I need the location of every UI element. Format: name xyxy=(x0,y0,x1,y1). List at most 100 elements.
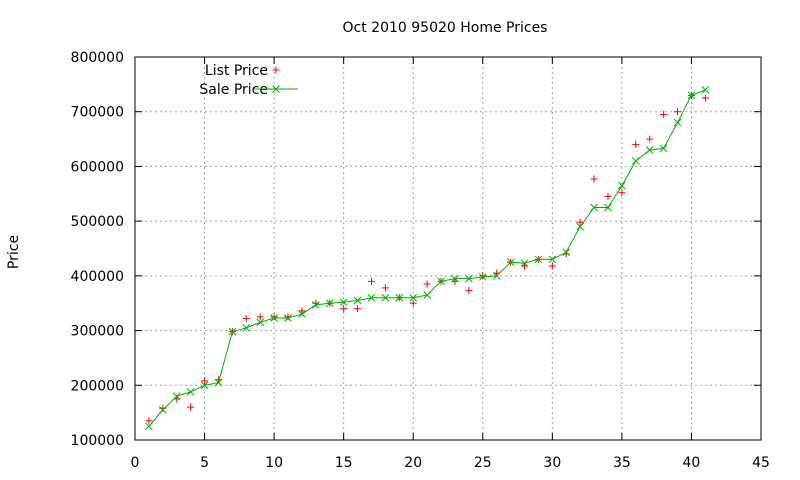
x-tick-label: 0 xyxy=(131,455,140,471)
data-point-sale-price xyxy=(158,406,167,414)
data-point-list-price xyxy=(409,299,417,307)
data-point-list-price xyxy=(646,135,654,143)
data-point-list-price xyxy=(674,108,682,116)
x-tick-label: 40 xyxy=(683,455,701,471)
data-point-sale-price xyxy=(604,203,612,212)
data-point-list-price xyxy=(298,307,306,315)
data-point-list-price xyxy=(576,218,584,226)
data-point-list-price xyxy=(340,305,348,313)
axis-ticks: 0 5 10 15 20 25 30 35 40 45 100000 200000 300000 4000… xyxy=(71,50,770,471)
data-point-sale-price xyxy=(200,381,209,390)
data-point-list-price xyxy=(479,272,487,280)
data-point-sale-price xyxy=(256,318,265,327)
legend-label-sale-price: Sale Price xyxy=(199,82,268,98)
data-point-list-price xyxy=(618,189,626,197)
chart-title: Oct 2010 95020 Home Prices xyxy=(343,20,548,36)
data-point-sale-price xyxy=(311,301,320,309)
x-tick-label: 5 xyxy=(200,455,209,471)
data-point-sale-price xyxy=(339,298,348,306)
data-point-list-price xyxy=(312,299,320,307)
x-tick-label: 35 xyxy=(613,455,631,471)
data-point-sale-price xyxy=(590,203,598,212)
data-point-sale-price xyxy=(645,146,654,154)
series-layer xyxy=(145,85,710,431)
data-point-sale-price xyxy=(701,85,710,94)
data-point-sale-price xyxy=(548,255,557,264)
data-point-list-price xyxy=(548,262,556,270)
legend-label-list-price: List Price xyxy=(205,63,268,79)
data-point-sale-price xyxy=(145,422,153,431)
data-point-sale-price xyxy=(659,144,668,153)
x-tick-label: 20 xyxy=(404,455,422,471)
data-point-list-price xyxy=(187,403,195,411)
legend: List Price Sale Price xyxy=(199,63,298,98)
data-point-sale-price xyxy=(520,259,529,268)
data-point-sale-price xyxy=(534,255,543,264)
data-point-sale-price xyxy=(172,392,181,401)
legend-symbol-list-price xyxy=(272,66,280,74)
data-point-sale-price xyxy=(673,118,682,127)
data-point-sale-price xyxy=(492,272,501,280)
data-point-sale-price xyxy=(576,222,585,231)
data-point-list-price xyxy=(367,277,375,285)
legend-marker-sale-price xyxy=(272,85,280,93)
data-point-list-price xyxy=(604,193,612,201)
data-point-sale-price xyxy=(186,387,195,396)
data-point-sale-price xyxy=(562,248,571,257)
x-tick-label: 45 xyxy=(752,455,770,471)
y-tick-label: 300000 xyxy=(71,324,124,340)
data-point-list-price xyxy=(590,175,598,183)
data-point-sale-price xyxy=(228,327,237,336)
plot-frame xyxy=(134,56,762,441)
data-point-sale-price xyxy=(465,274,473,283)
data-point-list-price xyxy=(632,141,640,149)
data-point-sale-price xyxy=(506,258,515,267)
x-tick-label: 10 xyxy=(265,455,283,471)
data-point-list-price xyxy=(423,280,431,288)
data-point-list-price xyxy=(159,404,167,412)
x-tick-label: 30 xyxy=(543,455,561,471)
y-tick-label: 200000 xyxy=(71,378,124,394)
data-point-sale-price xyxy=(395,293,404,302)
data-point-sale-price xyxy=(631,157,640,165)
data-point-sale-price xyxy=(409,293,418,302)
data-point-list-price xyxy=(465,287,473,295)
y-tick-label: 700000 xyxy=(71,105,124,121)
data-point-sale-price xyxy=(451,274,459,283)
y-tick-label: 400000 xyxy=(71,269,124,285)
data-point-sale-price xyxy=(284,314,292,322)
data-point-sale-price xyxy=(437,277,445,286)
data-point-sale-price xyxy=(381,293,390,302)
data-point-sale-price xyxy=(423,291,431,299)
data-point-list-price xyxy=(145,417,153,425)
data-point-list-price xyxy=(270,313,278,321)
data-point-sale-price xyxy=(353,296,362,305)
grid xyxy=(135,57,761,440)
y-tick-label: 500000 xyxy=(71,214,124,230)
data-point-sale-price xyxy=(687,91,696,100)
data-point-list-price xyxy=(354,305,362,313)
x-tick-label: 25 xyxy=(474,455,492,471)
y-tick-label: 100000 xyxy=(71,433,124,449)
x-tick-label: 15 xyxy=(335,455,353,471)
legend-marker-list-price xyxy=(272,66,280,74)
data-point-sale-price xyxy=(478,273,487,281)
data-point-sale-price xyxy=(325,299,334,308)
data-point-sale-price xyxy=(367,293,376,302)
data-point-sale-price xyxy=(270,314,278,322)
data-point-list-price xyxy=(256,313,264,321)
data-point-sale-price xyxy=(214,378,223,387)
y-tick-label: 800000 xyxy=(71,50,124,66)
legend-symbol-sale-price xyxy=(254,85,298,93)
data-point-list-price xyxy=(381,284,389,292)
data-point-list-price xyxy=(701,94,709,102)
series-list-price xyxy=(145,91,709,425)
y-axis-title: Price xyxy=(6,235,22,269)
series-sale-price xyxy=(145,85,710,431)
data-point-sale-price xyxy=(298,310,306,319)
y-tick-label: 600000 xyxy=(71,159,124,175)
data-point-sale-price xyxy=(618,181,626,190)
data-point-list-price xyxy=(242,315,250,323)
data-point-sale-price xyxy=(242,323,251,332)
